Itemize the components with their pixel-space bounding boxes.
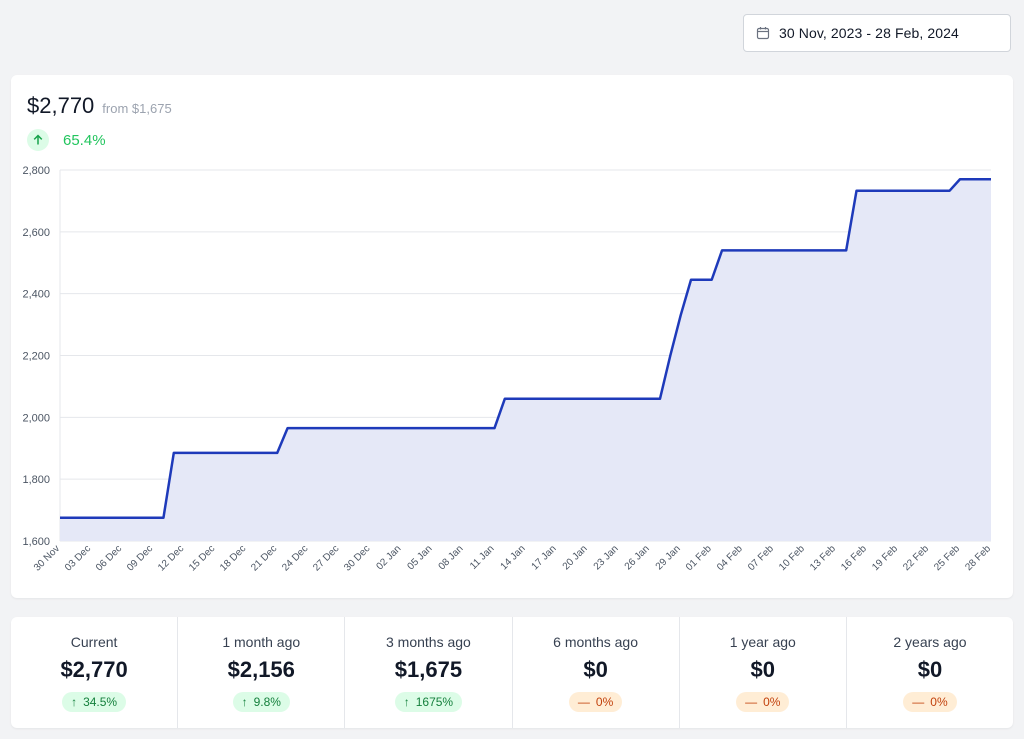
- stat-value: $0: [917, 657, 943, 682]
- stat-value: $2,156: [227, 657, 295, 682]
- series-line: [60, 178, 991, 520]
- period-stats: Current $2,770 ↑ 34.5% 1 month ago $2,156…: [11, 617, 1013, 728]
- stat-change-badge: —0%: [903, 692, 957, 712]
- current-value: $2,770: [27, 93, 95, 118]
- area-fill: [60, 179, 991, 541]
- stat-1-year-ago: 1 year ago $0 —0%: [680, 617, 847, 728]
- x-tick-label: 05 Jan: [406, 543, 435, 572]
- stat-2-years-ago: 2 years ago $0 —0%: [847, 617, 1013, 728]
- x-tick-label: 24 Dec: [280, 543, 310, 573]
- date-range-picker[interactable]: 30 Nov, 2023 - 28 Feb, 2024: [743, 14, 1011, 52]
- stat-6-months-ago: 6 months ago $0 —0%: [513, 617, 680, 728]
- stat-label: Current: [70, 634, 118, 650]
- x-tick-label: 16 Feb: [839, 543, 869, 573]
- date-range-label: 30 Nov, 2023 - 28 Feb, 2024: [779, 25, 959, 41]
- x-tick-label: 29 Jan: [654, 543, 683, 572]
- arrow-up-icon: [27, 129, 49, 151]
- x-tick-label: 09 Dec: [125, 543, 155, 573]
- chart-area-layer: [60, 178, 991, 541]
- x-tick-label: 11 Jan: [468, 543, 496, 571]
- x-tick-label: 19 Feb: [870, 543, 900, 573]
- x-tick-label: 03 Dec: [63, 543, 93, 573]
- x-tick-label: 06 Dec: [94, 543, 124, 573]
- y-tick-label: 2,800: [22, 165, 50, 177]
- x-tick-label: 26 Jan: [623, 543, 652, 572]
- stat-current: Current $2,770 ↑ 34.5%: [11, 617, 179, 728]
- stat-label: 6 months ago: [553, 634, 639, 650]
- stat-label: 1 month ago: [222, 634, 301, 650]
- x-tick-label: 12 Dec: [156, 543, 186, 573]
- x-tick-label: 14 Jan: [499, 543, 528, 572]
- stat-change-badge: ↑ 9.8%: [232, 692, 290, 712]
- arrow-up-icon: ↑: [71, 695, 78, 709]
- x-tick-label: 15 Dec: [187, 543, 217, 573]
- stat-value: $0: [583, 657, 608, 682]
- x-tick-label: 18 Dec: [218, 543, 248, 573]
- y-tick-label: 2,600: [22, 227, 50, 239]
- x-tick-label: 10 Feb: [777, 543, 807, 573]
- y-axis: 1,600 1,800 2,000 2,200 2,400 2,600 2,800: [22, 165, 50, 548]
- stat-label: 1 year ago: [729, 634, 796, 650]
- stat-label: 2 years ago: [893, 634, 967, 650]
- x-tick-label: 25 Feb: [932, 543, 962, 573]
- x-tick-label: 07 Feb: [746, 543, 776, 573]
- y-tick-label: 2,000: [22, 412, 50, 424]
- portfolio-chart-card: 30 Nov 03 Dec 06 Dec 09 Dec 12 Dec 15 Dec 18 D…: [11, 75, 1013, 598]
- x-tick-label: 27 Dec: [311, 543, 341, 573]
- value-chart: 30 Nov 03 Dec 06 Dec 09 Dec 12 Dec 15 Dec 18 D…: [22, 165, 993, 574]
- y-tick-label: 2,400: [22, 289, 50, 301]
- x-tick-label: 02 Jan: [374, 543, 403, 572]
- x-tick-label: 08 Jan: [437, 543, 466, 572]
- dash-icon: —: [745, 695, 758, 709]
- y-tick-label: 1,600: [22, 536, 50, 548]
- x-tick-label: 13 Feb: [808, 543, 838, 573]
- y-tick-label: 2,200: [22, 351, 50, 363]
- x-tick-label: 04 Feb: [715, 543, 745, 573]
- x-tick-label: 28 Feb: [963, 543, 993, 573]
- x-tick-label: 30 Dec: [342, 543, 372, 573]
- x-tick-label: 20 Jan: [561, 543, 590, 572]
- stat-value: $1,675: [394, 657, 463, 682]
- x-axis: 30 Nov 03 Dec 06 Dec 09 Dec 12 Dec 15 Dec 18 D…: [32, 543, 993, 573]
- stat-change-badge: —0%: [736, 692, 790, 712]
- stat-label: 3 months ago: [386, 634, 471, 650]
- arrow-up-icon: ↑: [403, 695, 410, 709]
- from-value: from $1,675: [102, 101, 172, 116]
- dash-icon: —: [912, 695, 925, 709]
- stat-3-months-ago: 3 months ago $1,675 ↑ 1675%: [345, 617, 513, 728]
- stat-change-badge: ↑ 1675%: [394, 692, 463, 712]
- value-headline: $2,770 from $1,675: [27, 93, 172, 119]
- stat-value: $2,770: [60, 657, 128, 682]
- y-tick-label: 1,800: [22, 474, 50, 486]
- dash-icon: —: [577, 695, 590, 709]
- x-tick-label: 17 Jan: [530, 543, 559, 572]
- x-tick-label: 21 Dec: [249, 543, 279, 573]
- stat-value: $0: [750, 657, 776, 682]
- stat-change-badge: ↑ 34.5%: [62, 692, 127, 712]
- x-tick-label: 01 Feb: [684, 543, 714, 573]
- change-indicator: 65.4%: [27, 129, 106, 151]
- x-tick-label: 22 Feb: [901, 543, 931, 573]
- x-tick-label: 23 Jan: [592, 543, 621, 572]
- calendar-icon: [756, 27, 770, 40]
- change-percent: 65.4%: [63, 131, 106, 149]
- stat-change-badge: —0%: [568, 692, 623, 712]
- stat-1-month-ago: 1 month ago $2,156 ↑ 9.8%: [178, 617, 346, 728]
- arrow-up-icon: ↑: [241, 695, 248, 709]
